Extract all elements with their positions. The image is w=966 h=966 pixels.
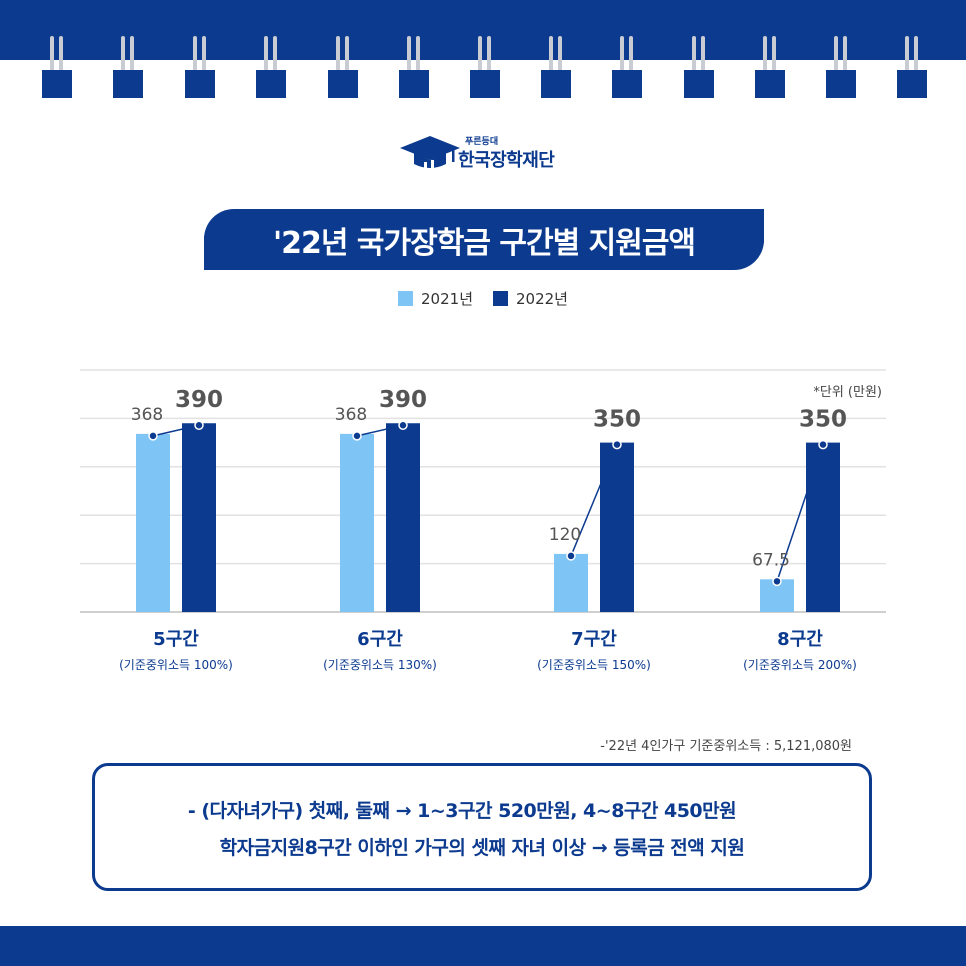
brand-name: 한국장학재단: [458, 150, 555, 171]
category-sublabel: (기준중위소득 130%): [323, 658, 437, 672]
category-sublabel: (기준중위소득 150%): [537, 658, 651, 672]
connector-dot-2021: [772, 576, 782, 587]
binder-ring: [826, 36, 856, 98]
legend-item-2022: 2022년: [493, 288, 568, 309]
category-label: 6구간: [357, 629, 403, 650]
category-label: 8구간: [777, 629, 823, 650]
legend-label-2022: 2022년: [516, 290, 568, 308]
connector-dot-2022: [194, 420, 204, 430]
bar-2021: [136, 433, 170, 612]
value-label-2021: 120: [549, 525, 581, 545]
bar-chart: 368 390 5구간 (기준중위소득 100%) 368 390 6구간 (기준중위소득 1…: [80, 369, 886, 672]
value-label-2021: 368: [335, 405, 367, 425]
binder-ring: [897, 36, 927, 98]
value-label-2022: 350: [799, 407, 847, 433]
category-label: 7구간: [571, 629, 617, 650]
connector-dot-2021: [352, 431, 362, 441]
category-sublabel: (기준중위소득 200%): [743, 658, 857, 672]
note-line-1: - (다자녀가구) 첫째, 둘째 → 1~3구간 520만원, 4~8구간 45…: [187, 800, 737, 822]
note-line-2: 학자금지원8구간 이하인 가구의 셋째 자녀 이상 → 등록금 전액 지원: [219, 837, 745, 859]
legend-label-2021: 2021년: [421, 290, 473, 308]
binder-ring: [328, 36, 358, 98]
brand-logo: 푸른등대 한국장학재단: [400, 134, 570, 174]
binder-ring: [755, 36, 785, 98]
binder-ring: [684, 36, 714, 98]
header-band: [0, 0, 966, 60]
brand-small-text: 푸른등대: [465, 137, 499, 147]
graduation-cap-icon: [400, 136, 460, 172]
binder-ring: [42, 36, 72, 98]
unit-label: *단위 (만원): [813, 385, 882, 400]
value-label-2022: 390: [379, 387, 427, 413]
connector-line: [152, 424, 200, 437]
value-label-2022: 350: [593, 407, 641, 433]
connector-dot-2022: [818, 439, 828, 450]
binder-ring: [399, 36, 429, 98]
binder-ring: [113, 36, 143, 98]
binder-ring: [256, 36, 286, 98]
legend-swatch-2021: [398, 291, 414, 306]
bar-2021: [554, 553, 588, 612]
legend-item-2021: 2021년: [398, 288, 473, 309]
connector-dot-2021: [148, 431, 158, 441]
category-label: 5구간: [153, 629, 199, 650]
bar-2021: [340, 433, 374, 612]
bar-2022: [182, 423, 216, 612]
value-label-2021: 67.5: [752, 550, 790, 570]
connector-dot-2022: [398, 420, 408, 430]
page-title: '22년 국가장학금 구간별 지원금액: [272, 225, 696, 261]
binder-ring: [541, 36, 571, 98]
value-label-2021: 368: [131, 405, 163, 425]
note-box: - (다자녀가구) 첫째, 둘째 → 1~3구간 520만원, 4~8구간 45…: [92, 763, 872, 891]
connector-line: [570, 444, 618, 557]
connector-dot-2022: [612, 439, 622, 450]
footnote: -'22년 4인가구 기준중위소득 : 5,121,080원: [600, 739, 852, 754]
bar-2022: [806, 442, 840, 612]
connector-dot-2021: [566, 551, 576, 561]
bar-2022: [600, 442, 634, 612]
footer-band: [0, 926, 966, 966]
bar-2022: [386, 423, 420, 612]
value-label-2022: 390: [175, 387, 223, 413]
binder-ring: [612, 36, 642, 98]
connector-line: [776, 444, 824, 582]
legend-swatch-2022: [493, 291, 508, 306]
binder-ring: [185, 36, 215, 98]
connector-line: [356, 424, 404, 437]
legend: 2021년 2022년: [0, 288, 966, 309]
title-banner: '22년 국가장학금 구간별 지원금액: [204, 209, 764, 270]
binder-ring: [470, 36, 500, 98]
category-sublabel: (기준중위소득 100%): [119, 658, 233, 672]
